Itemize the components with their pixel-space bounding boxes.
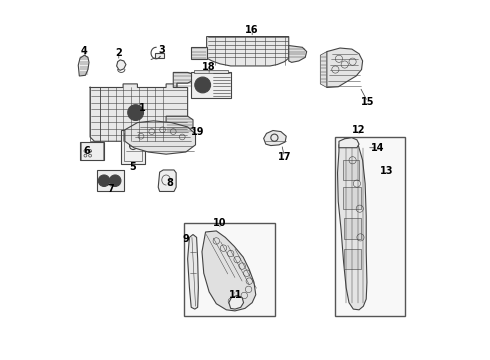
Polygon shape (188, 234, 198, 309)
Circle shape (109, 175, 121, 186)
Text: 10: 10 (213, 218, 227, 228)
Text: 5: 5 (130, 162, 137, 172)
Polygon shape (320, 51, 327, 87)
Circle shape (195, 77, 211, 93)
Polygon shape (289, 45, 307, 62)
Polygon shape (327, 48, 363, 87)
Circle shape (98, 175, 110, 186)
Polygon shape (207, 37, 289, 66)
Text: 3: 3 (158, 45, 165, 55)
Bar (155, 53, 164, 58)
Bar (97, 170, 124, 192)
Bar (184, 223, 275, 316)
Text: 13: 13 (380, 166, 393, 176)
Bar (343, 160, 359, 180)
Polygon shape (117, 60, 126, 70)
Text: 17: 17 (278, 152, 291, 162)
Text: 19: 19 (191, 127, 204, 136)
Polygon shape (338, 138, 367, 310)
Polygon shape (202, 231, 256, 311)
Polygon shape (339, 138, 359, 148)
Bar (122, 130, 145, 164)
Polygon shape (173, 72, 193, 87)
Text: 7: 7 (107, 184, 114, 194)
Circle shape (131, 108, 140, 117)
Bar (124, 133, 142, 161)
Polygon shape (229, 296, 244, 309)
Polygon shape (78, 55, 89, 76)
Bar (343, 187, 361, 209)
Text: 15: 15 (361, 97, 374, 107)
Text: 14: 14 (371, 143, 385, 153)
Bar (343, 219, 361, 239)
Circle shape (128, 105, 144, 121)
Bar (194, 69, 228, 73)
Text: 9: 9 (182, 234, 189, 244)
Text: 18: 18 (202, 62, 216, 72)
Text: 4: 4 (80, 46, 87, 56)
Text: 1: 1 (140, 103, 146, 113)
Polygon shape (166, 116, 193, 132)
Bar (343, 249, 361, 269)
Bar (191, 72, 231, 98)
Text: 2: 2 (115, 48, 122, 58)
Polygon shape (158, 170, 176, 192)
Polygon shape (191, 47, 207, 59)
Text: 6: 6 (84, 146, 91, 156)
Polygon shape (90, 84, 188, 141)
Polygon shape (125, 121, 196, 154)
Text: 12: 12 (352, 125, 366, 135)
Bar (335, 137, 405, 316)
Text: 16: 16 (245, 25, 259, 35)
Bar (80, 141, 104, 160)
Text: 11: 11 (229, 291, 243, 301)
Bar (90, 87, 100, 141)
Polygon shape (264, 131, 286, 145)
Text: 8: 8 (166, 178, 173, 188)
